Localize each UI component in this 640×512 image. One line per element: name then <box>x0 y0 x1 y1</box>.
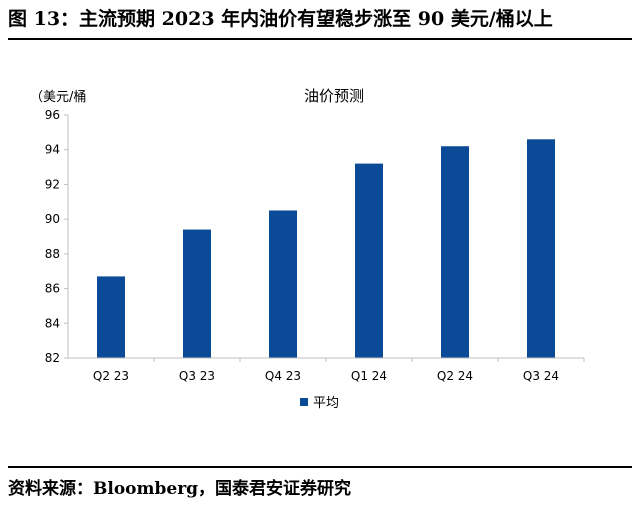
bar <box>441 146 469 358</box>
legend-swatch <box>300 398 308 406</box>
legend: 平均 <box>300 396 339 411</box>
y-tick-label: 94 <box>45 143 60 157</box>
source-note: 资料来源：Bloomberg，国泰君安证券研究 <box>8 479 352 499</box>
figure-title: 图 13：主流预期 2023 年内油价有望稳步涨至 90 美元/桶以上 <box>8 8 553 30</box>
y-axis-unit-label: （美元/桶 <box>30 90 86 105</box>
y-tick-label: 82 <box>45 351 60 365</box>
bar <box>527 139 555 358</box>
bar <box>269 210 297 358</box>
y-tick-label: 88 <box>45 247 60 261</box>
y-tick-label: 86 <box>45 282 60 296</box>
y-tick-label: 96 <box>45 108 60 122</box>
x-tick-label: Q1 24 <box>351 369 387 383</box>
legend-label: 平均 <box>313 396 339 411</box>
x-tick-label: Q2 24 <box>437 369 473 383</box>
bar <box>97 276 125 358</box>
top-rule <box>8 38 632 40</box>
bars-group <box>97 139 555 358</box>
x-tick-label: Q2 23 <box>93 369 129 383</box>
x-tick-label: Q3 23 <box>179 369 215 383</box>
y-tick-label: 92 <box>45 177 60 191</box>
x-axis-ticks: Q2 23 Q3 23 Q4 23 Q1 24 Q2 24 Q3 24 <box>93 358 585 383</box>
chart-title: 油价预测 <box>304 87 364 105</box>
bar <box>355 163 383 358</box>
y-tick-label: 90 <box>45 212 60 226</box>
x-tick-label: Q4 23 <box>265 369 301 383</box>
bottom-rule <box>8 466 632 468</box>
bar <box>183 229 211 358</box>
x-tick-label: Q3 24 <box>523 369 559 383</box>
y-axis-ticks: 82 84 86 88 90 92 94 96 <box>45 108 68 365</box>
y-tick-label: 84 <box>45 316 60 330</box>
